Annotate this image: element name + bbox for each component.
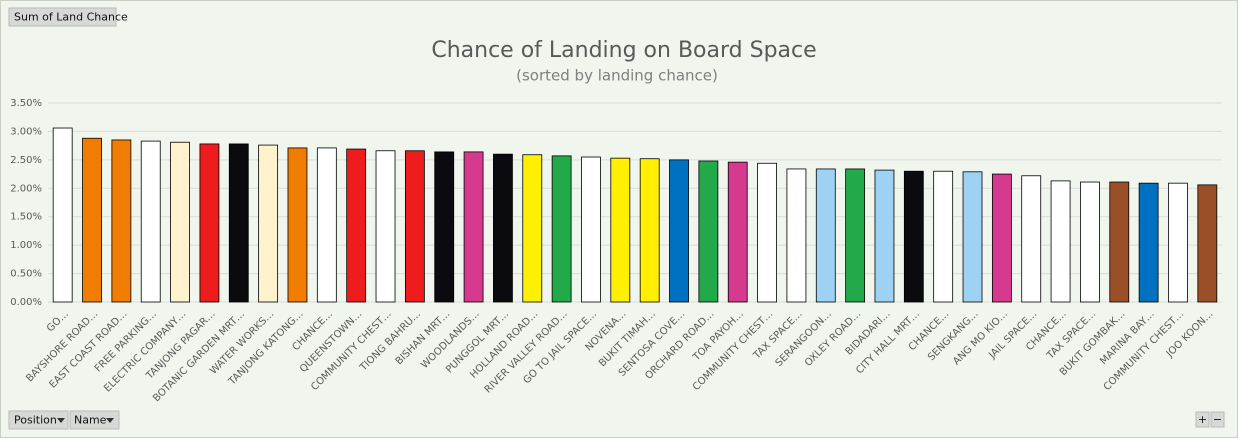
bar [493,153,513,303]
bar [815,168,836,303]
bar [610,157,631,303]
bar [727,161,748,303]
y-tick-label: 3.00% [10,126,42,137]
chart-subtitle: (sorted by landing chance) [516,67,718,85]
collapse-button-label[interactable]: − [1213,413,1222,426]
field-button[interactable]: Sum of Land Chance [8,7,128,27]
bar [874,169,895,303]
field-button-box[interactable] [8,7,117,27]
bar [52,127,73,303]
bar [346,148,367,303]
bar [786,168,807,303]
bar [1197,184,1218,303]
bar [581,156,601,303]
bar [845,168,866,303]
bar [757,162,777,303]
bar [228,143,249,303]
collapse-button-box[interactable] [1210,411,1225,428]
dropdown-arrow[interactable] [57,418,65,423]
expand-button-box[interactable] [1195,411,1210,428]
bar [82,137,102,303]
position-button-label[interactable]: Position [14,414,57,427]
bar [639,158,660,303]
chart-title: Chance of Landing on Board Space [431,38,816,63]
bar [111,139,132,303]
name-button[interactable]: Name [69,410,120,430]
bar [463,151,484,303]
bar [1021,175,1042,303]
y-tick-label: 2.00% [10,183,42,194]
y-tick-label: 0.00% [10,297,42,308]
dropdown-arrow[interactable] [106,418,114,423]
y-tick-label: 0.50% [10,269,42,280]
position-button[interactable]: Position [8,410,69,430]
bar [1109,181,1130,303]
bar [316,147,337,303]
bar [1080,181,1100,303]
expand-button[interactable]: + [1195,411,1210,428]
bar [404,150,425,303]
bar [140,140,161,303]
name-button-label[interactable]: Name [74,414,107,427]
bar [933,170,954,303]
bar [199,143,220,303]
y-tick-label: 3.50% [10,98,42,109]
bar [962,171,983,303]
collapse-button[interactable]: − [1210,411,1225,428]
position-button-box[interactable] [8,410,69,430]
field-button-label[interactable]: Sum of Land Chance [14,11,128,24]
bar [287,147,308,303]
bar [1050,180,1071,303]
y-tick-label: 2.50% [10,155,42,166]
bar [698,160,719,303]
name-button-box[interactable] [69,410,120,430]
expand-button-label[interactable]: + [1198,413,1207,426]
bar [434,151,455,303]
bar [903,170,924,303]
bar [258,144,279,303]
bar [551,155,572,303]
bar [669,159,689,303]
bar [991,173,1012,303]
y-tick-label: 1.00% [10,240,42,251]
bar [522,154,543,303]
bar [1168,182,1188,303]
bar [170,141,190,303]
bar [1138,182,1159,303]
bar [375,150,396,303]
y-tick-label: 1.50% [10,212,42,223]
